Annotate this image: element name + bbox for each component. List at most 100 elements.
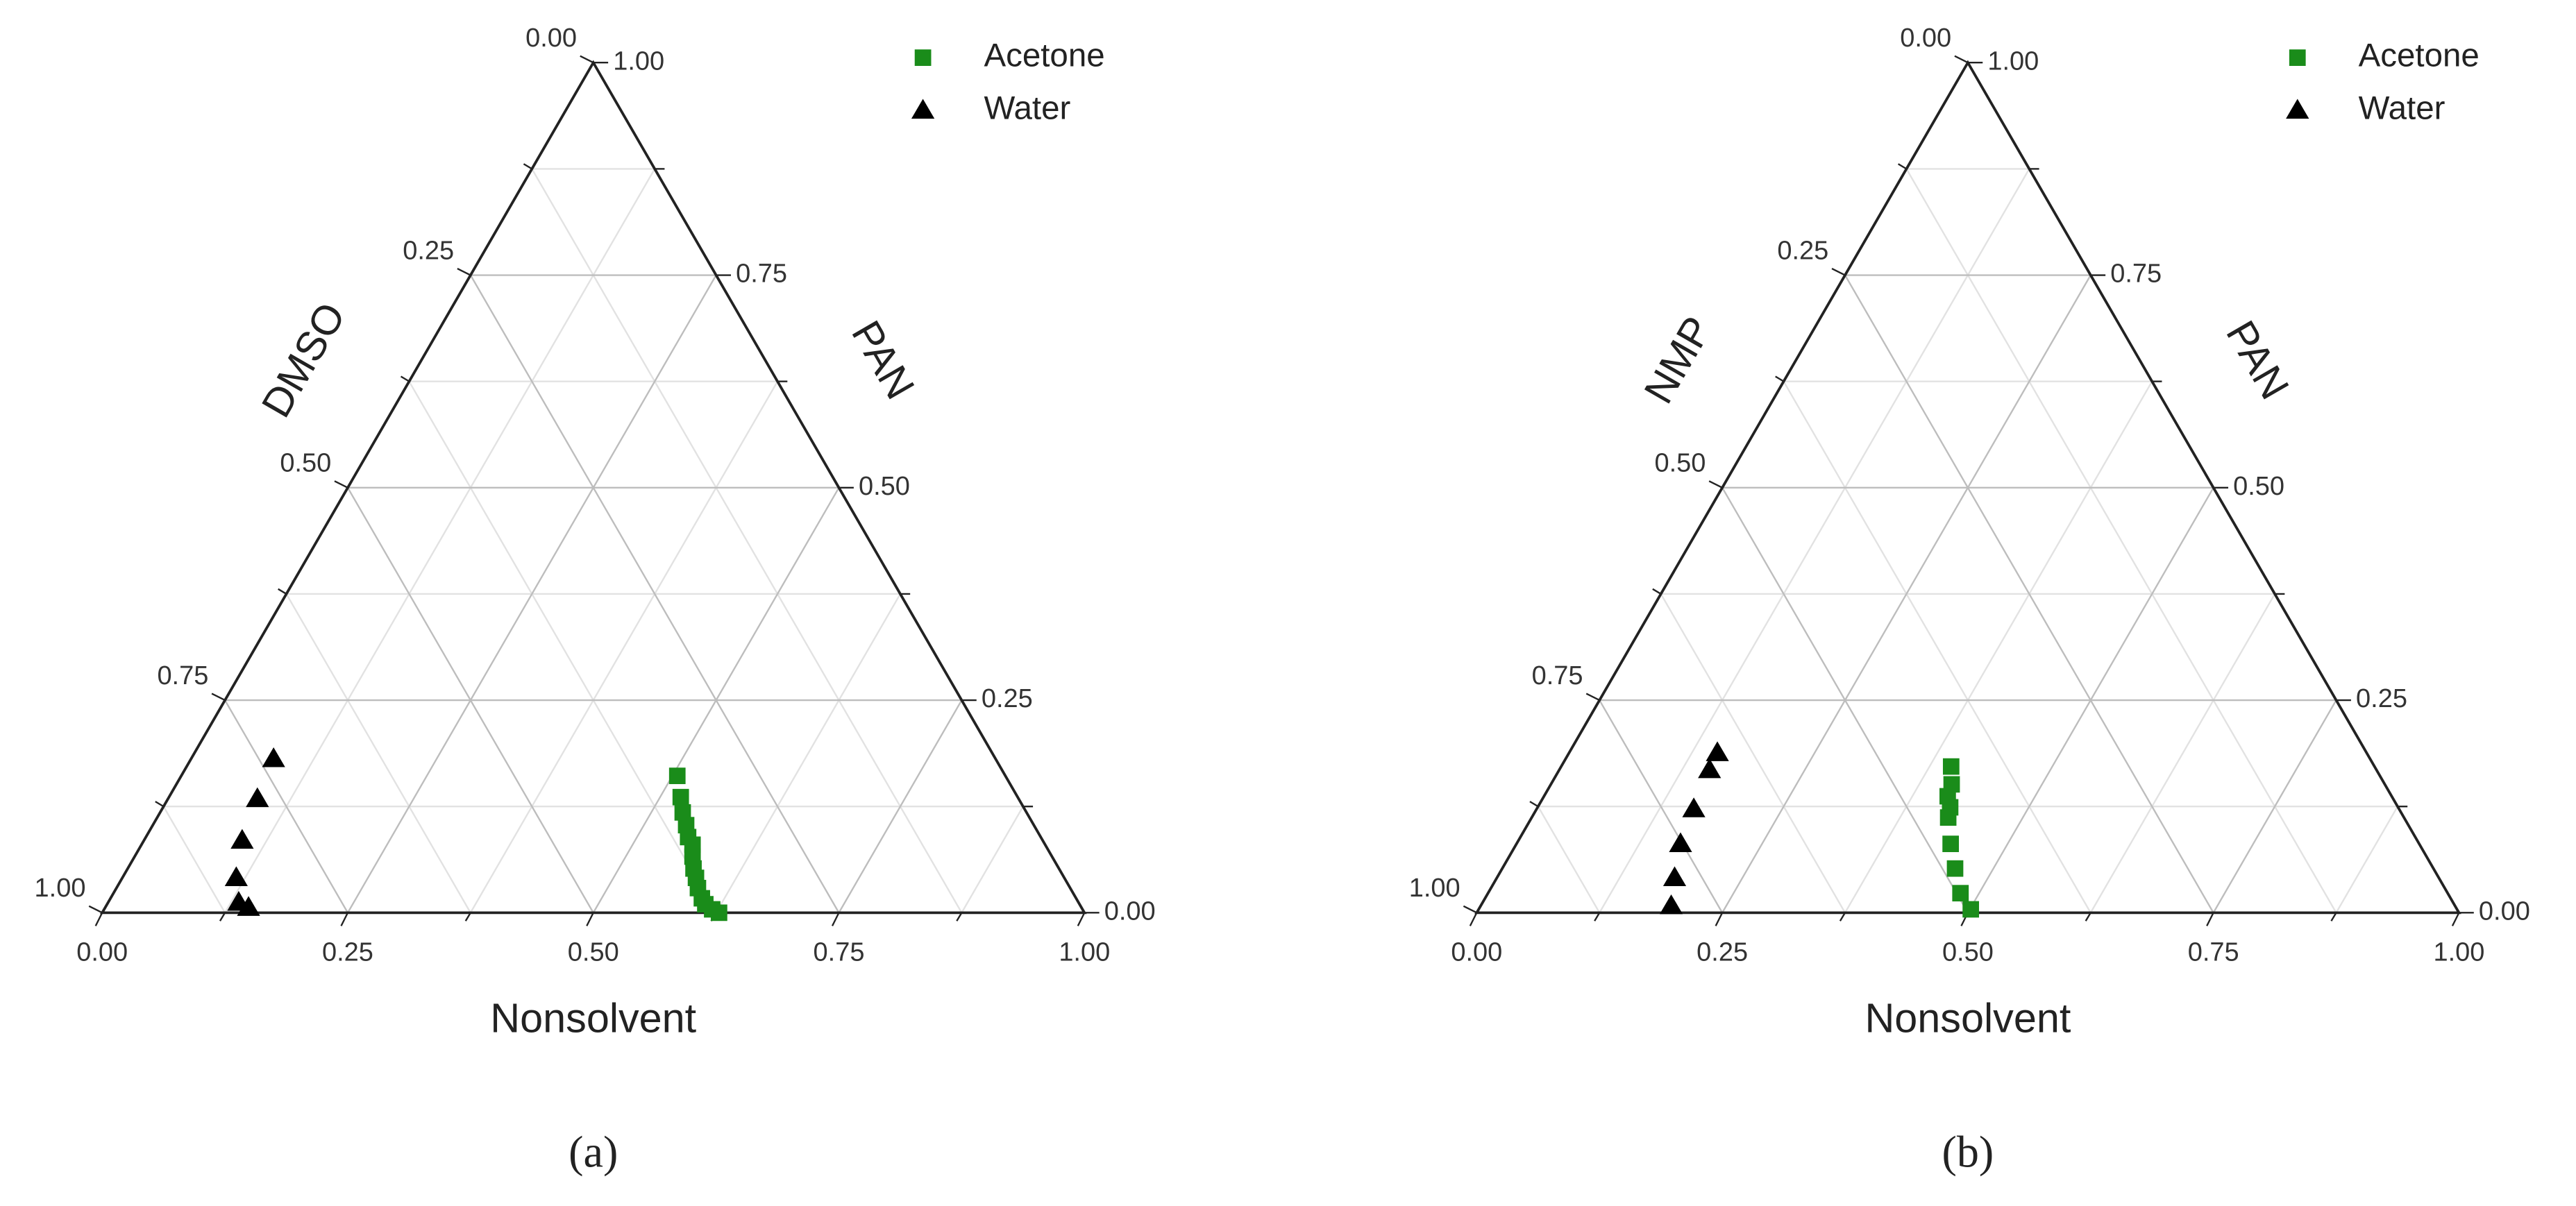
grid-line <box>1721 487 1969 913</box>
bottom-axis-title: Nonsolvent <box>1864 995 2071 1042</box>
right-tick-label: 0.50 <box>2233 472 2284 501</box>
left-tick-label: 0.25 <box>403 236 454 265</box>
bottom-tick-label: 0.75 <box>814 938 865 967</box>
right-axis-title: PAN <box>843 313 924 407</box>
tick-mark <box>94 912 103 926</box>
grid-line <box>2089 593 2276 913</box>
minor-tick <box>523 163 532 170</box>
grid-line <box>1844 381 2153 913</box>
grid-line <box>531 168 963 913</box>
grid-line <box>1537 806 1601 913</box>
minor-tick <box>956 912 963 922</box>
grid-line <box>346 487 594 913</box>
grid-line <box>162 806 226 913</box>
grid-line <box>285 593 471 913</box>
marker-triangle <box>1698 758 1721 779</box>
bottom-tick-label: 1.00 <box>2433 938 2484 967</box>
right-tick-label: 1.00 <box>1987 46 2039 76</box>
left-tick-label: 0.75 <box>1532 661 1583 690</box>
minor-tick <box>219 912 226 922</box>
marker-square <box>2289 49 2306 66</box>
tick-mark <box>1463 905 1477 914</box>
minor-tick <box>278 588 287 595</box>
right-tick-label: 0.00 <box>1104 897 1156 926</box>
tick-mark <box>1469 912 1478 926</box>
marker-triangle <box>1669 832 1692 853</box>
grid-line <box>224 168 656 913</box>
left-tick-label: 0.50 <box>280 449 331 478</box>
marker-square <box>668 767 686 784</box>
bottom-tick-label: 0.50 <box>1942 938 1994 967</box>
legend-label: Water <box>984 90 1070 127</box>
marker-square <box>914 49 932 66</box>
legend-label: Acetone <box>2359 37 2480 74</box>
right-tick-label: 0.75 <box>736 260 787 289</box>
minor-tick <box>1839 912 1846 922</box>
tick-mark <box>211 693 226 702</box>
minor-tick <box>1897 163 1908 170</box>
tick-mark <box>340 912 349 926</box>
right-tick-label: 0.00 <box>2479 897 2530 926</box>
grid-line <box>1721 274 2091 913</box>
marker-square <box>1942 758 1960 775</box>
right-tick-label: 0.50 <box>859 472 910 501</box>
left-tick-label: 0.00 <box>1900 24 1951 53</box>
caption: (a) <box>569 1127 618 1176</box>
marker-triangle <box>246 787 269 808</box>
tick-mark <box>457 267 471 276</box>
grid-line <box>1905 168 2337 913</box>
minor-tick <box>1775 375 1785 382</box>
minor-tick <box>464 912 471 922</box>
tick-mark <box>1708 480 1723 489</box>
caption: (b) <box>1942 1127 1994 1176</box>
grid-line <box>715 593 901 913</box>
minor-tick <box>2085 912 2091 922</box>
marker-square <box>1952 885 1969 902</box>
right-tick-label: 0.75 <box>2110 260 2162 289</box>
left-tick-label: 0.00 <box>525 24 577 53</box>
bottom-tick-label: 0.00 <box>1451 938 1502 967</box>
minor-tick <box>1652 588 1662 595</box>
grid-line <box>1599 168 2030 913</box>
minor-tick <box>1594 912 1601 922</box>
left-tick-label: 0.50 <box>1654 449 1706 478</box>
tick-mark <box>586 912 594 926</box>
tick-mark <box>2206 912 2214 926</box>
tick-mark <box>831 912 840 926</box>
marker-square <box>1939 809 1957 826</box>
minor-tick <box>400 375 410 382</box>
minor-tick <box>155 801 165 808</box>
marker-triangle <box>1682 797 1706 817</box>
grid-line <box>1783 381 2091 913</box>
marker-square <box>1946 860 1964 877</box>
marker-square <box>672 788 689 806</box>
tick-mark <box>1715 912 1724 926</box>
tick-mark <box>1077 912 1086 926</box>
left-tick-label: 1.00 <box>1409 874 1460 903</box>
marker-square <box>674 804 691 821</box>
bottom-tick-label: 0.50 <box>568 938 619 967</box>
tick-mark <box>580 55 594 64</box>
tick-mark <box>1954 55 1969 64</box>
bottom-tick-label: 1.00 <box>1059 938 1110 967</box>
left-tick-label: 0.75 <box>157 661 208 690</box>
bottom-tick-label: 0.00 <box>76 938 128 967</box>
grid-line <box>1967 487 2214 913</box>
legend-label: Acetone <box>984 37 1104 74</box>
minor-tick <box>1529 801 1539 808</box>
marker-triangle <box>1706 741 1729 761</box>
marker-triangle <box>237 896 260 916</box>
left-tick-label: 0.25 <box>1777 236 1828 265</box>
right-tick-label: 1.00 <box>613 46 664 76</box>
marker-triangle <box>230 829 254 849</box>
tick-mark <box>1831 267 1846 276</box>
marker-triangle <box>224 866 248 887</box>
marker-triangle <box>1659 894 1683 915</box>
left-axis-title: DMSO <box>252 295 354 425</box>
grid-line <box>1599 699 1724 913</box>
bottom-tick-label: 0.25 <box>1697 938 1748 967</box>
tick-mark <box>2451 912 2460 926</box>
grid-line <box>408 381 717 913</box>
